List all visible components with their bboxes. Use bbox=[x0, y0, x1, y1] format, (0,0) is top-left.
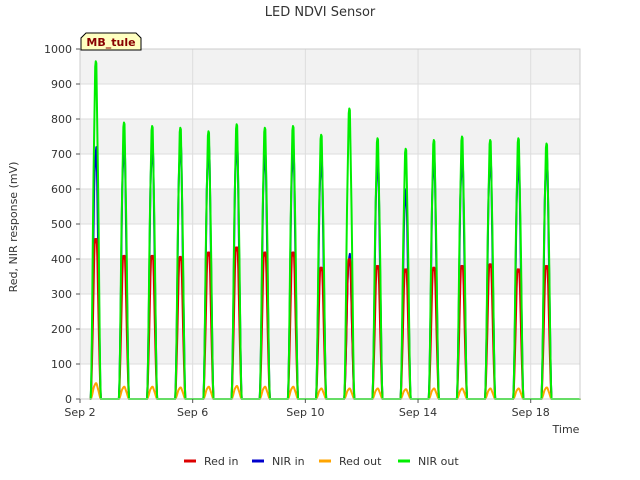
y-tick-label: 0 bbox=[65, 393, 72, 406]
y-tick-label: 900 bbox=[51, 78, 72, 91]
plot-band bbox=[80, 84, 580, 119]
legend-label: Red out bbox=[339, 455, 382, 468]
legend-item-nir-out: NIR out bbox=[398, 455, 459, 468]
plot-band bbox=[80, 49, 580, 84]
y-tick-label: 100 bbox=[51, 358, 72, 371]
legend-item-red-in: Red in bbox=[184, 455, 238, 468]
legend-label: Red in bbox=[204, 455, 238, 468]
y-tick-label: 200 bbox=[51, 323, 72, 336]
legend-label: NIR in bbox=[272, 455, 305, 468]
y-tick-label: 500 bbox=[51, 218, 72, 231]
plot-band bbox=[80, 329, 580, 364]
chart-title: LED NDVI Sensor bbox=[265, 5, 376, 20]
y-tick-label: 800 bbox=[51, 113, 72, 126]
plot-band bbox=[80, 119, 580, 154]
annotation-box bbox=[80, 32, 142, 51]
y-axis-label: Red, NIR response (mV) bbox=[7, 162, 20, 293]
y-tick-label: 300 bbox=[51, 288, 72, 301]
plot-band bbox=[80, 154, 580, 189]
x-tick-label: Sep 14 bbox=[399, 406, 437, 419]
legend-item-nir-in: NIR in bbox=[252, 455, 305, 468]
site-annotation: MB_tule bbox=[80, 32, 142, 51]
x-axis-label: Time bbox=[552, 423, 580, 436]
y-tick-label: 700 bbox=[51, 148, 72, 161]
plot-band bbox=[80, 364, 580, 399]
plot-band bbox=[80, 224, 580, 259]
x-tick-label: Sep 10 bbox=[286, 406, 324, 419]
legend-item-red-out: Red out bbox=[319, 455, 382, 468]
y-tick-label: 600 bbox=[51, 183, 72, 196]
legend-label: NIR out bbox=[418, 455, 459, 468]
x-tick-label: Sep 6 bbox=[177, 406, 208, 419]
plot-bands bbox=[80, 49, 580, 399]
y-tick-label: 400 bbox=[51, 253, 72, 266]
annotation-text: MB_tule bbox=[86, 36, 135, 49]
y-tick-label: 1000 bbox=[44, 43, 72, 56]
x-tick-label: Sep 18 bbox=[512, 406, 550, 419]
plot-band bbox=[80, 294, 580, 329]
plot-band bbox=[80, 189, 580, 224]
x-tick-label: Sep 2 bbox=[64, 406, 95, 419]
axes: 0 100 200 300 400 500 600 700 800 900 1000 Sep 2 Sep… bbox=[44, 43, 550, 419]
plot-band bbox=[80, 259, 580, 294]
legend: Red in NIR in Red out NIR out bbox=[184, 455, 459, 468]
